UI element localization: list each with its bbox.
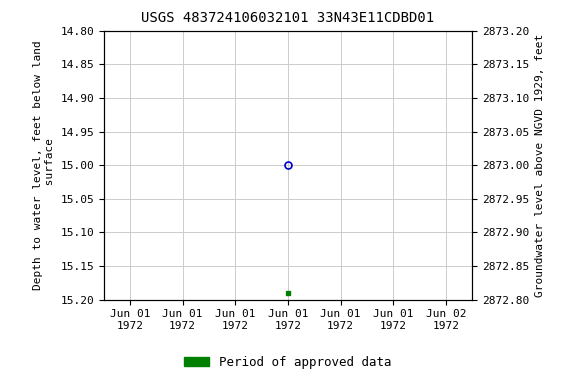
Title: USGS 483724106032101 33N43E11CDBD01: USGS 483724106032101 33N43E11CDBD01 — [142, 12, 434, 25]
Y-axis label: Depth to water level, feet below land
 surface: Depth to water level, feet below land su… — [33, 40, 55, 290]
Legend: Period of approved data: Period of approved data — [179, 351, 397, 374]
Y-axis label: Groundwater level above NGVD 1929, feet: Groundwater level above NGVD 1929, feet — [535, 33, 545, 297]
